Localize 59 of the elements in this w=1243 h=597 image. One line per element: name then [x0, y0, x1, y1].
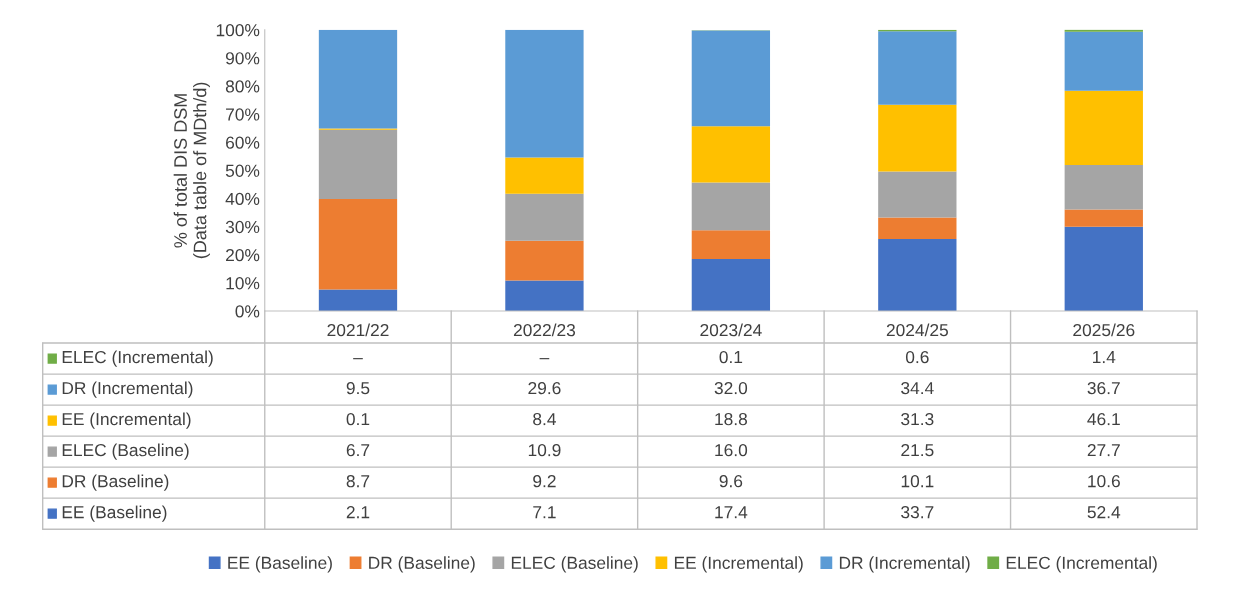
text: 31.3: [901, 412, 934, 426]
text: 27.7: [1087, 444, 1120, 457]
x-tick-label: 2024/25: [886, 323, 948, 337]
text: 17.4: [715, 506, 748, 519]
legend-label: DR (Incremental): [62, 381, 193, 398]
text: 9.5: [346, 381, 370, 395]
x-tick-label: 2022/23: [513, 323, 576, 337]
text: 8.7: [346, 475, 370, 488]
text: 32.0: [714, 381, 748, 395]
text: 10.6: [1088, 475, 1120, 488]
legend-label: DR (Baseline): [62, 474, 169, 491]
text: 52.4: [1087, 506, 1121, 519]
text: 9.6: [719, 475, 743, 488]
y-axis-title: % of total DIS DSM (Data table of MDth/d): [173, 82, 210, 259]
y-tick-label: 90%: [225, 52, 260, 65]
y-tick-label: 40%: [225, 192, 260, 206]
text: –: [353, 358, 363, 360]
y-tick-label: 70%: [226, 108, 260, 121]
text: 21.5: [901, 444, 934, 457]
y-tick-label: 100%: [216, 24, 260, 37]
text: 6.7: [346, 444, 370, 457]
legend-label: EE (Incremental): [62, 412, 191, 429]
text: 36.7: [1087, 381, 1120, 395]
y-tick-label: 60%: [226, 136, 260, 149]
text: 7.1: [533, 506, 556, 519]
text: 16.0: [715, 444, 748, 457]
text: DR (Baseline): [369, 556, 475, 573]
text: 10.9: [528, 444, 561, 457]
text: 1.4: [1093, 351, 1116, 364]
text: ELEC (Baseline): [511, 556, 638, 573]
y-tick-label: 20%: [226, 248, 260, 262]
text: 46.1: [1087, 412, 1120, 426]
text: –: [539, 358, 550, 360]
x-tick-label: 2025/26: [1073, 323, 1135, 337]
legend-label: ELEC (Incremental): [1006, 556, 1157, 573]
x-tick-label: 2023/24: [700, 323, 762, 337]
text: EE (Baseline): [62, 505, 167, 522]
text: 29.6: [528, 381, 561, 395]
text: 0.1: [719, 350, 743, 364]
y-tick-label: 50%: [225, 164, 260, 177]
y-tick-label: 10%: [226, 277, 260, 290]
text: 0.6: [905, 350, 929, 364]
text: 2.1: [346, 506, 370, 519]
text: ELEC (Incremental): [62, 350, 213, 367]
text: DR (Incremental): [839, 556, 970, 573]
x-tick-label: 2021/22: [327, 323, 389, 337]
y-tick-label: 30%: [225, 220, 260, 234]
text: 34.4: [901, 381, 934, 395]
text: 18.8: [715, 412, 748, 426]
text: 10.1: [901, 475, 934, 488]
text: 0.1: [346, 412, 370, 426]
text: 8.4: [533, 412, 556, 426]
y-tick-label: 80%: [225, 80, 260, 93]
text: 33.7: [901, 506, 934, 519]
y-tick-label: 0%: [235, 305, 260, 318]
legend-label: ELEC (Baseline): [62, 443, 189, 460]
legend-label: EE (Baseline): [228, 556, 332, 573]
text: 9.2: [533, 475, 556, 488]
text: EE (Incremental): [674, 556, 803, 573]
